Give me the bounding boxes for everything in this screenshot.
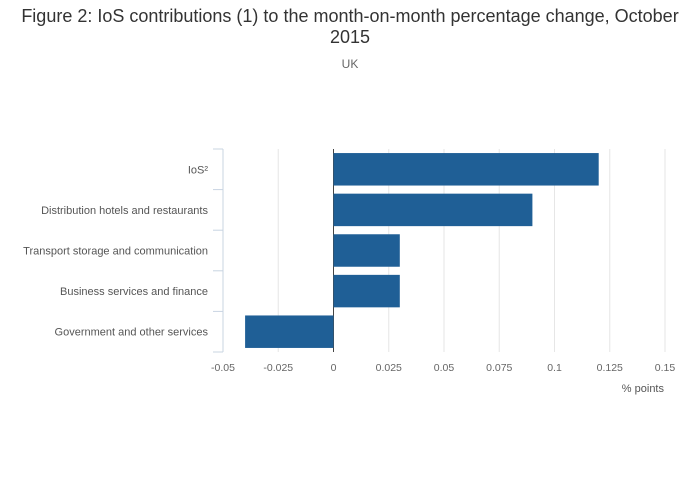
chart-subtitle: UK [341,57,359,71]
bar [333,274,400,308]
category-label: Business services and finance [60,286,208,298]
x-tick-label: 0.05 [434,362,455,374]
bar [333,153,599,186]
x-tick-label: 0 [331,362,337,374]
bar [245,315,334,348]
x-tick-label: 0.1 [547,362,562,374]
bar [333,193,533,227]
y-axis: IoS² Distribution hotels and restaurants T… [23,148,224,353]
x-tick-label: 0.025 [376,362,402,374]
bar [333,234,400,267]
x-tick-label: -0.05 [211,362,235,374]
x-tick-label: 0.125 [597,362,623,374]
x-tick-label: 0.075 [486,362,512,374]
bars [245,153,599,348]
x-tick-label: 0.15 [655,362,676,374]
category-label: Distribution hotels and restaurants [41,205,208,217]
category-label: IoS² [188,164,209,176]
x-axis-label: % points [622,383,665,395]
category-label: Transport storage and communication [23,246,208,258]
x-tick-label: -0.025 [263,362,293,374]
x-axis-ticks: -0.05 -0.025 0 0.025 0.05 0.075 0.1 0.125 0.15 [211,362,675,374]
category-label: Government and other services [55,327,209,339]
chart-title: Figure 2: IoS contributions (1) to the m… [21,6,679,47]
